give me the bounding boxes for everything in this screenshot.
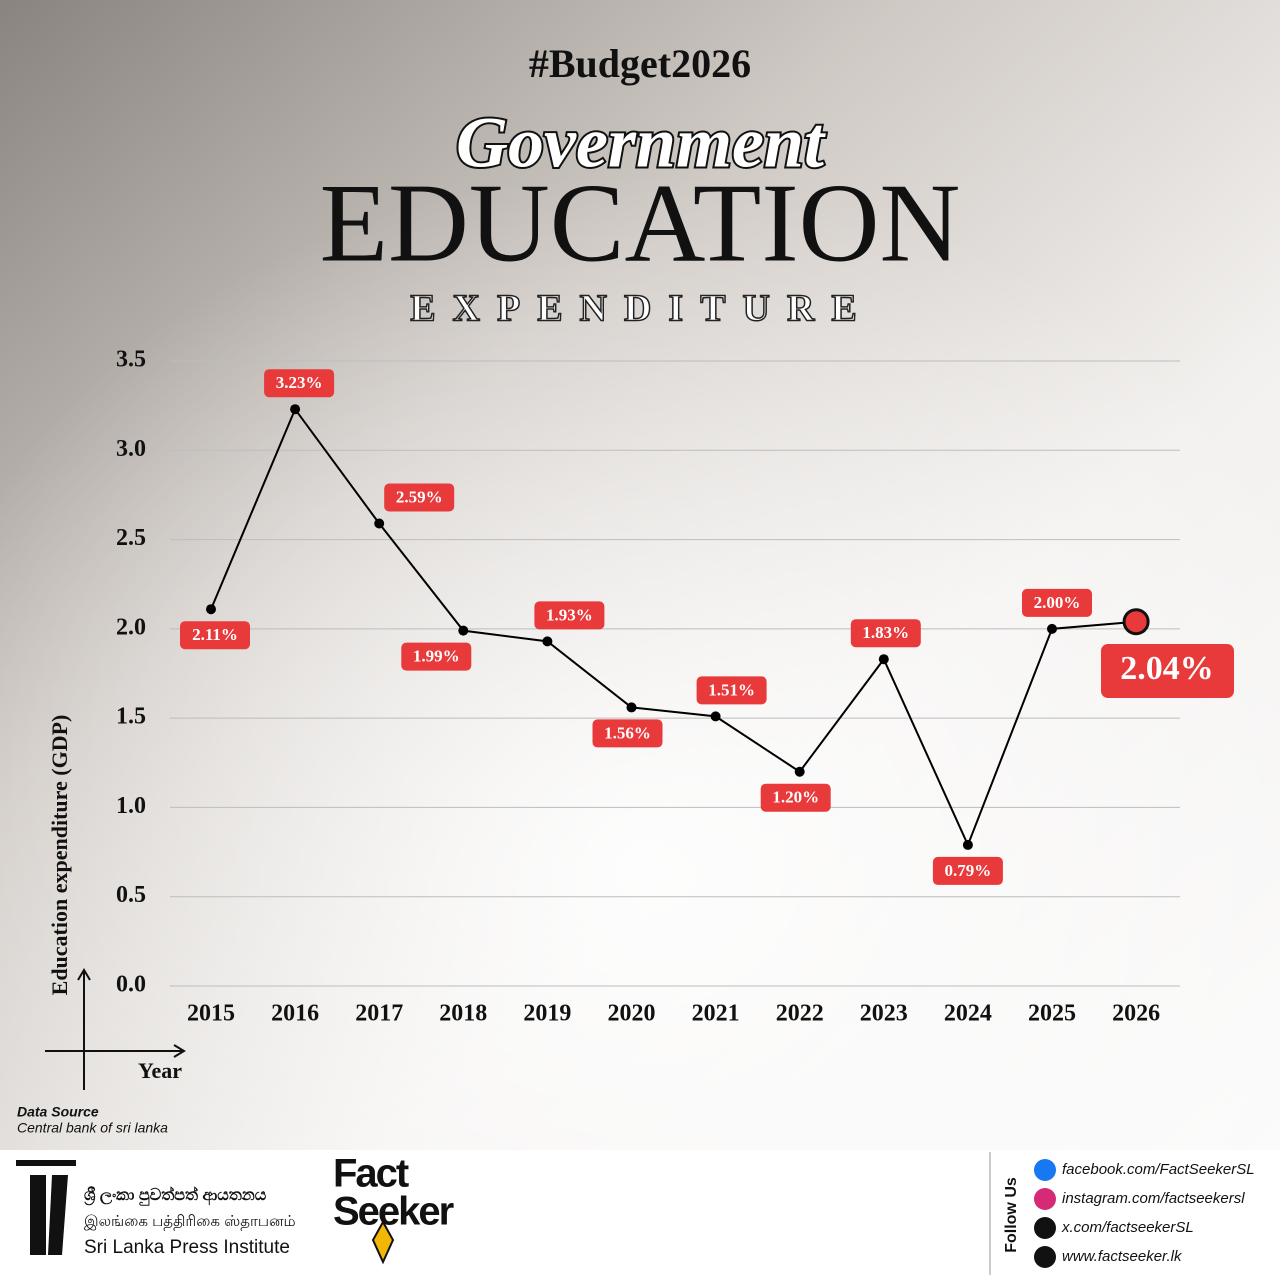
- value-label: 2.00%: [1034, 593, 1081, 612]
- data-point: [374, 518, 385, 529]
- y-tick-label: 2.5: [116, 525, 146, 551]
- brand-icon: [371, 1219, 395, 1265]
- label-box: [534, 601, 605, 630]
- x-tick-label: 2024: [944, 1001, 992, 1027]
- label-box: [696, 676, 767, 705]
- social-link[interactable]: facebook.com/FactSeekerSL: [1062, 1161, 1255, 1178]
- data-point: [878, 654, 889, 665]
- value-label: 2.11%: [192, 625, 238, 644]
- value-label: 1.93%: [546, 605, 593, 624]
- background-glow: [0, 0, 1280, 1150]
- title-sub: EXPENDITURE: [410, 288, 874, 330]
- axis-icon: [77, 968, 91, 981]
- social-link[interactable]: x.com/factseekerSL: [1061, 1219, 1194, 1236]
- x-tick-label: 2022: [776, 1001, 824, 1027]
- title-main: EDUCATION: [320, 162, 961, 286]
- data-point: [794, 766, 805, 777]
- brand: Fact: [333, 1152, 409, 1196]
- data-line: [210, 407, 1137, 848]
- x-tick-label: 2018: [439, 1001, 487, 1027]
- y-tick-label: 0.5: [116, 882, 146, 908]
- social-link[interactable]: www.factseeker.lk: [1062, 1248, 1183, 1265]
- label-box: [264, 369, 335, 398]
- institute-logo: [16, 1160, 76, 1255]
- x-tick-label: 2025: [1028, 1001, 1076, 1027]
- data-point: [1047, 623, 1057, 634]
- label-box: [760, 783, 831, 812]
- x-tick-label: 2015: [187, 1001, 235, 1027]
- value-label: 1.51%: [708, 680, 755, 699]
- footer-bg: [0, 1150, 1280, 1280]
- x-tick-label: 2023: [860, 1001, 908, 1027]
- y-tick-label: 1.5: [116, 704, 146, 730]
- x-icon: [1034, 1217, 1056, 1239]
- data-point: [710, 711, 721, 722]
- y-tick-label: 3.0: [116, 436, 146, 462]
- x-axis-label: Year: [138, 1058, 182, 1083]
- value-label: 1.56%: [604, 723, 651, 742]
- institute-name: இலங்கை பத்திரிகை ஸ்தாபனம்: [84, 1213, 296, 1230]
- y-tick-label: 2.0: [116, 614, 146, 640]
- label-box: [384, 483, 455, 512]
- institute-name: Sri Lanka Press Institute: [84, 1237, 290, 1258]
- facebook-icon: [1034, 1159, 1056, 1181]
- label-box: [1101, 644, 1234, 698]
- label-box: [180, 621, 250, 650]
- highlight-point: [1122, 608, 1150, 636]
- x-tick-label: 2016: [271, 1001, 319, 1027]
- data-point: [542, 636, 553, 647]
- label-box: [592, 719, 663, 748]
- web-icon: [1034, 1246, 1056, 1268]
- x-tick-label: 2026: [1112, 1001, 1160, 1027]
- value-label: 2.04%: [1120, 650, 1214, 687]
- data-point: [206, 604, 216, 615]
- y-tick-label: 1.0: [116, 793, 146, 819]
- data-point: [962, 839, 973, 850]
- source-text: Central bank of sri lanka: [17, 1120, 168, 1136]
- value-label: 2.59%: [396, 487, 443, 506]
- plot: 0.0 0.5 1.0 1.5 2.0 2.5 3.0 3.5 2015 2016 2017 2018…: [116, 347, 1234, 1027]
- value-label: 1.83%: [862, 623, 909, 642]
- label-box: [932, 856, 1003, 885]
- brand: Seeker: [333, 1190, 454, 1234]
- x-tick-label: 2020: [608, 1001, 656, 1027]
- instagram-icon: [1034, 1188, 1056, 1210]
- value-label: 3.23%: [276, 373, 323, 392]
- follow-label: Follow Us: [1003, 1177, 1020, 1253]
- x-tick-label: 2021: [692, 1001, 740, 1027]
- y-axis-label: Education expenditure (GDP): [47, 715, 72, 996]
- x-tick-label: 2019: [523, 1001, 571, 1027]
- value-label: 1.20%: [772, 788, 819, 807]
- value-label: 1.99%: [413, 647, 460, 666]
- data-point: [290, 404, 301, 415]
- y-tick-label: 0.0: [116, 972, 146, 998]
- hashtag: #Budget2026: [529, 41, 751, 86]
- data-point: [458, 625, 469, 636]
- x-tick-label: 2017: [355, 1001, 403, 1027]
- label-box: [1022, 588, 1092, 617]
- social-link[interactable]: instagram.com/factseekersl: [1062, 1190, 1245, 1207]
- y-tick-label: 3.5: [116, 347, 146, 373]
- axis-icon: [173, 1044, 186, 1058]
- label-box: [401, 642, 472, 671]
- source-heading: Data Source: [17, 1104, 99, 1120]
- label-box: [850, 619, 921, 648]
- title-script: Government: [456, 103, 826, 183]
- institute-name: ශ්‍රී ලංකා පුවත්පත් ආයතනය: [83, 1186, 266, 1206]
- data-point: [626, 702, 637, 713]
- value-label: 0.79%: [945, 861, 992, 880]
